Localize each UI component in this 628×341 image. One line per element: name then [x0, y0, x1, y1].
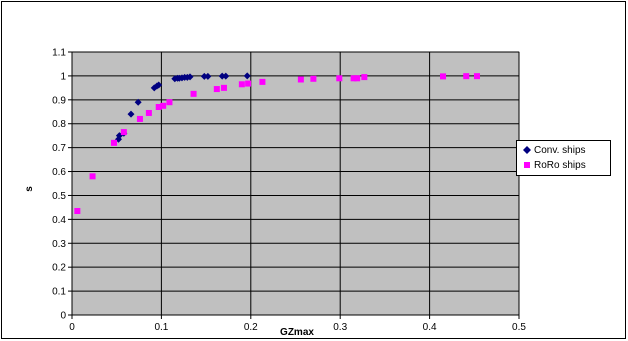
roro-ship-point [245, 80, 252, 87]
y-tick-labels: 0 0.1 0.2 0.3 0.4 0.5 0.6 0.7 0.8 0.9 1 1.1 [52, 48, 66, 322]
y-tick-label: 0 [60, 311, 66, 322]
legend-label-conv: Conv. ships [534, 145, 586, 156]
y-tick-label: 0.3 [52, 239, 66, 250]
y-tick-label: 0.7 [52, 143, 66, 154]
y-tick-label: 0.4 [52, 215, 66, 226]
legend: Conv. ships RoRo ships [516, 140, 611, 176]
roro-ship-point [136, 115, 143, 122]
x-axis-label: GZmax [280, 327, 314, 338]
diamond-marker-icon [523, 146, 531, 155]
roro-ship-point [111, 139, 118, 146]
conv-ship-point [222, 72, 230, 80]
data-points [74, 72, 480, 214]
conv-ship-point [218, 72, 226, 80]
y-tick-label: 1.1 [52, 48, 66, 59]
roro-ship-point [259, 78, 266, 85]
roro-ship-point [190, 90, 197, 97]
roro-ship-point [74, 207, 81, 214]
roro-ship-point [213, 86, 220, 93]
conv-ship-point [155, 81, 163, 89]
y-tick-label: 0.2 [52, 263, 66, 274]
y-axis-label: s [24, 186, 35, 192]
y-tick-label: 0.1 [52, 287, 66, 298]
roro-ship-point [155, 103, 162, 110]
roro-ship-point [220, 84, 227, 91]
x-tick-label: 0.1 [154, 322, 168, 333]
y-tick-label: 0.5 [52, 191, 66, 202]
y-tick-label: 0.6 [52, 167, 66, 178]
roro-ship-point [89, 173, 96, 180]
x-tick-labels: 0 0.1 0.2 0.3 0.4 0.5 [69, 322, 526, 333]
conv-ship-point [204, 72, 212, 80]
y-tick-label: 0.9 [52, 95, 66, 106]
roro-ship-point [310, 75, 317, 82]
plot-area [71, 51, 520, 316]
gridlines [68, 51, 520, 319]
roro-ship-point [473, 73, 480, 80]
x-tick-label: 0.2 [244, 322, 258, 333]
legend-label-roro: RoRo ships [534, 160, 586, 171]
conv-ship-point [134, 98, 142, 106]
y-tick-label: 0.8 [52, 119, 66, 130]
roro-ship-point [463, 73, 470, 80]
roro-ship-point [440, 73, 447, 80]
legend-item-roro: RoRo ships [523, 159, 586, 173]
roro-ship-point [120, 129, 127, 136]
roro-ship-point [166, 99, 173, 106]
roro-ship-point [361, 74, 368, 81]
roro-ship-point [160, 102, 167, 109]
x-tick-label: 0 [69, 322, 75, 333]
roro-ship-point [354, 75, 361, 82]
roro-ship-point [336, 75, 343, 82]
x-tick-label: 0.3 [333, 322, 347, 333]
conv-ship-point [186, 73, 194, 81]
conv-ship-point [127, 110, 135, 118]
x-tick-label: 0.4 [423, 322, 437, 333]
legend-item-conv: Conv. ships [523, 144, 586, 158]
roro-ship-point [350, 75, 357, 82]
conv-ship-point [243, 72, 251, 80]
square-marker-icon [524, 162, 530, 169]
roro-ship-point [297, 76, 304, 83]
x-tick-label: 0.5 [512, 322, 526, 333]
roro-ship-point [145, 109, 152, 116]
conv-ship-point [200, 72, 208, 80]
roro-ship-point [238, 81, 245, 88]
y-tick-label: 1 [60, 71, 66, 82]
